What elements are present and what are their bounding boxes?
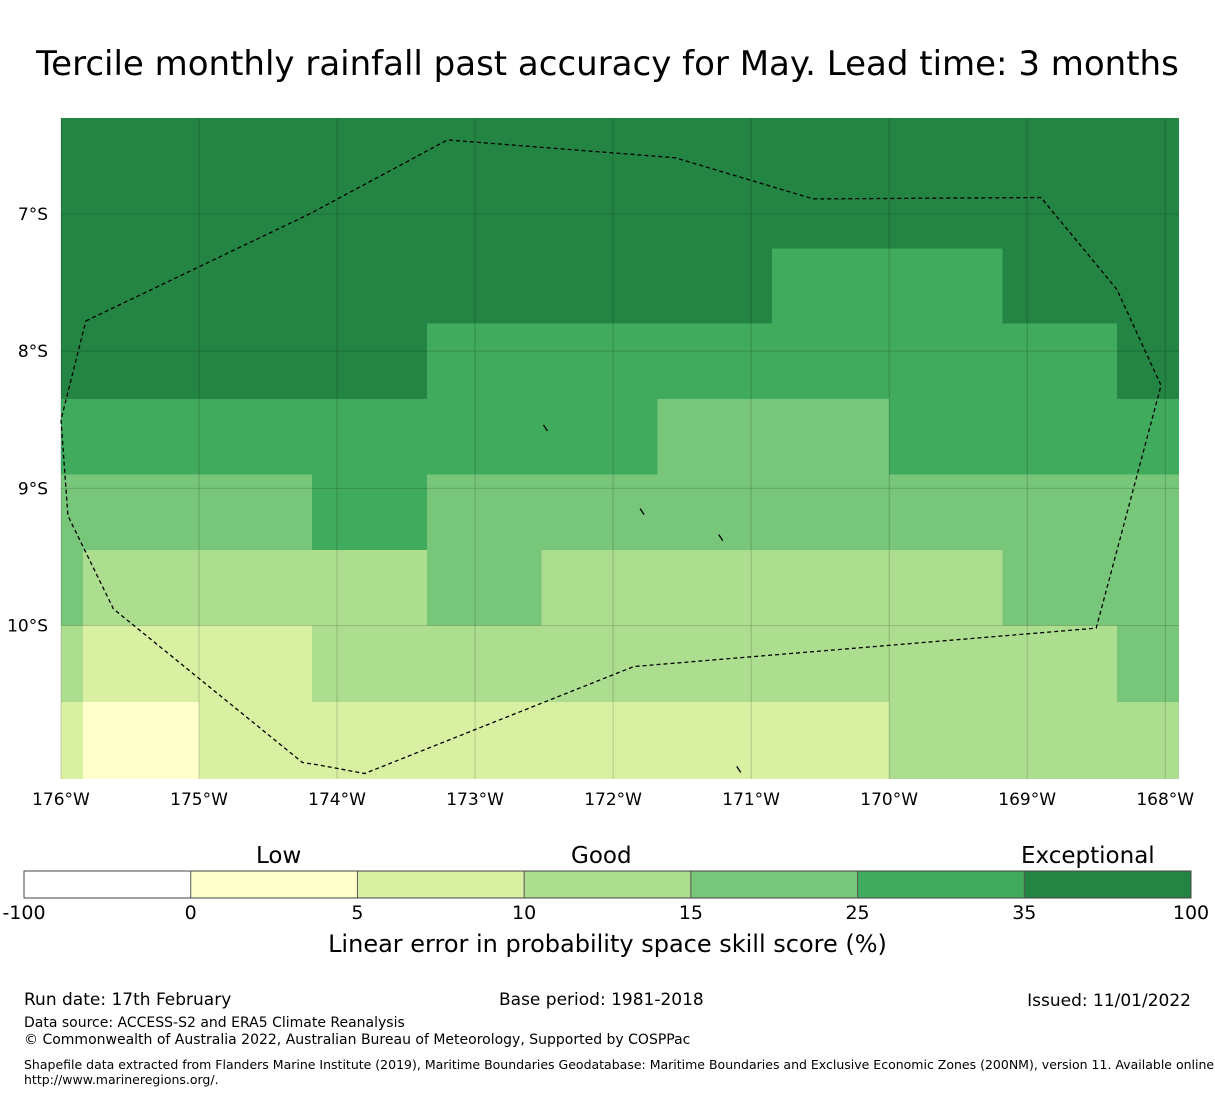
colorbar-segment (857, 871, 1025, 898)
colorbar-tick-label: 10 (512, 902, 537, 924)
skill-cell (83, 625, 313, 703)
colorbar-segment (24, 871, 191, 898)
latitude-tick-label: 10°S (7, 616, 48, 636)
colorbar-segment (690, 871, 858, 898)
skill-cell (312, 625, 1117, 703)
skill-cell (83, 702, 200, 779)
skill-cells (61, 118, 1179, 779)
longitude-tick-label: 168°W (1136, 790, 1194, 810)
longitude-tick-label: 176°W (32, 790, 90, 810)
colorbar-tick-label: 15 (678, 902, 703, 924)
colorbar-label-good: Good (571, 843, 632, 869)
map-title: Tercile monthly rainfall past accuracy f… (36, 44, 1179, 84)
island-marker (542, 424, 549, 432)
skill-cell (426, 549, 542, 626)
latitude-tick-label: 9°S (18, 479, 48, 499)
skill-cell (199, 702, 890, 779)
skill-cell (83, 549, 427, 626)
colorbar-outline (23, 870, 1192, 899)
longitude-tick-label: 172°W (584, 790, 642, 810)
skill-cell (889, 702, 1179, 779)
colorbar-tick-label: 0 (184, 902, 197, 924)
latitude-tick-label: 7°S (18, 205, 48, 225)
run-date: Run date: 17th February (24, 990, 232, 1010)
skill-cell (426, 323, 772, 400)
colorbar-tick-label: 5 (351, 902, 364, 924)
copyright: © Commonwealth of Australia 2022, Austra… (24, 1032, 691, 1048)
longitude-tick-label: 173°W (446, 790, 504, 810)
skill-cell (61, 474, 1179, 550)
skill-cell (657, 399, 890, 475)
skill-cell (541, 549, 1003, 626)
eez-boundary-line (60, 139, 1162, 775)
issued-date: Issued: 11/01/2022 (1027, 991, 1191, 1011)
longitude-tick-label: 175°W (170, 790, 228, 810)
longitude-ticks: 176°W 175°W 174°W 173°W 172°W 171°W 170°W 169°W… (32, 790, 1194, 810)
skill-cell (61, 625, 84, 703)
colorbar-segment (190, 871, 358, 898)
skill-cell (61, 702, 84, 779)
latitude-ticks: 7°S 8°S 9°S 10°S (7, 205, 48, 636)
skill-cell (1002, 549, 1179, 626)
skill-cell (1116, 625, 1179, 703)
shapefile-credit-line1: Shapefile data extracted from Flanders M… (24, 1057, 1215, 1072)
longitude-tick-label: 170°W (860, 790, 918, 810)
island-marker (718, 534, 724, 541)
colorbar-tick-label: -100 (2, 902, 46, 924)
skill-cell (61, 549, 84, 626)
colorbar-axis-label: Linear error in probability space skill … (328, 930, 887, 958)
skill-cell (1002, 323, 1117, 400)
latitude-tick-label: 8°S (18, 342, 48, 362)
longitude-tick-label: 169°W (998, 790, 1056, 810)
skill-cell (312, 474, 427, 550)
eez-boundary (60, 139, 1162, 775)
base-period: Base period: 1981-2018 (499, 990, 704, 1010)
skill-cell (61, 399, 1179, 475)
colorbar-label-low: Low (256, 843, 302, 869)
colorbar-tick-label: 25 (845, 902, 870, 924)
colorbar-segment (357, 871, 525, 898)
islands (542, 424, 742, 773)
longitude-tick-label: 174°W (308, 790, 366, 810)
shapefile-credit-line2: http://www.marineregions.org/. (24, 1072, 219, 1087)
colorbar-label-exceptional: Exceptional (1021, 843, 1155, 869)
skill-cell (771, 248, 1003, 400)
graticule (60, 118, 1179, 779)
data-source: Data source: ACCESS-S2 and ERA5 Climate … (24, 1015, 405, 1031)
colorbar-segment (524, 871, 691, 898)
colorbar-tick-label: 35 (1012, 902, 1037, 924)
longitude-tick-label: 171°W (722, 790, 780, 810)
island-marker (736, 766, 742, 773)
colorbar (23, 870, 1192, 899)
colorbar-segment (1024, 871, 1191, 898)
colorbar-tick-label: 100 (1172, 902, 1210, 924)
island-marker (639, 508, 645, 515)
